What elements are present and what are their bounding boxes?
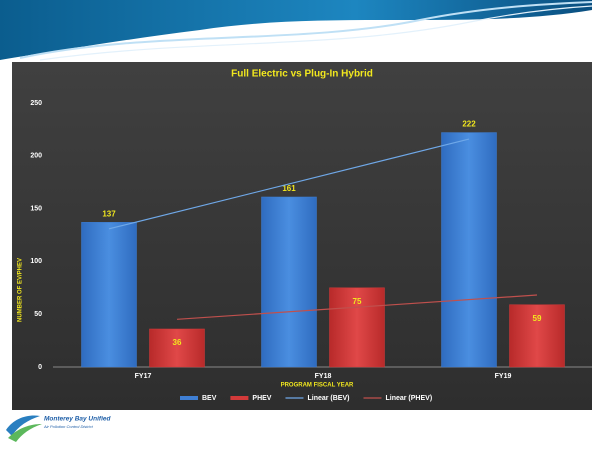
bar bbox=[149, 328, 205, 368]
x-tick-label: FY17 bbox=[135, 373, 152, 380]
y-axis-label: NUMBER OF EV/PHEV bbox=[18, 258, 24, 322]
bar bbox=[261, 196, 317, 368]
legend-label: PHEV bbox=[252, 395, 271, 402]
y-tick-label: 200 bbox=[30, 153, 42, 160]
data-label: 222 bbox=[462, 120, 476, 129]
x-tick-label: FY18 bbox=[315, 373, 332, 380]
data-label: 59 bbox=[533, 314, 542, 323]
y-tick-label: 100 bbox=[30, 258, 42, 265]
data-label: 75 bbox=[353, 297, 362, 306]
header-line bbox=[19, 1, 592, 59]
bar bbox=[329, 287, 385, 368]
bar bbox=[81, 222, 137, 368]
logo-mark bbox=[6, 415, 40, 436]
x-axis-label: PROGRAM FISCAL YEAR bbox=[281, 383, 354, 389]
legend-swatch bbox=[180, 396, 198, 400]
data-label: 137 bbox=[102, 209, 116, 218]
legend-label: BEV bbox=[202, 395, 217, 402]
chart-title: Full Electric vs Plug-In Hybrid bbox=[231, 69, 373, 80]
y-tick-label: 50 bbox=[34, 311, 42, 318]
bar bbox=[441, 132, 497, 368]
logo-name: Monterey Bay Unified bbox=[44, 416, 111, 423]
logo-mark bbox=[8, 424, 42, 442]
y-tick-label: 250 bbox=[30, 100, 42, 107]
x-tick-label: FY19 bbox=[495, 373, 512, 380]
logo: Monterey Bay Unified Air Pollution Contr… bbox=[6, 415, 111, 442]
data-label: 36 bbox=[173, 338, 182, 347]
data-label: 161 bbox=[282, 184, 296, 193]
trendline bbox=[108, 138, 470, 230]
bar bbox=[509, 304, 565, 368]
trendline bbox=[176, 294, 538, 320]
legend-label: Linear (PHEV) bbox=[385, 395, 432, 402]
legend-label: Linear (BEV) bbox=[307, 395, 349, 402]
logo-subtitle: Air Pollution Control District bbox=[43, 424, 94, 429]
header-line bbox=[39, 5, 592, 61]
y-tick-label: 0 bbox=[38, 364, 42, 371]
y-tick-label: 150 bbox=[30, 205, 42, 212]
legend-swatch bbox=[230, 396, 249, 400]
